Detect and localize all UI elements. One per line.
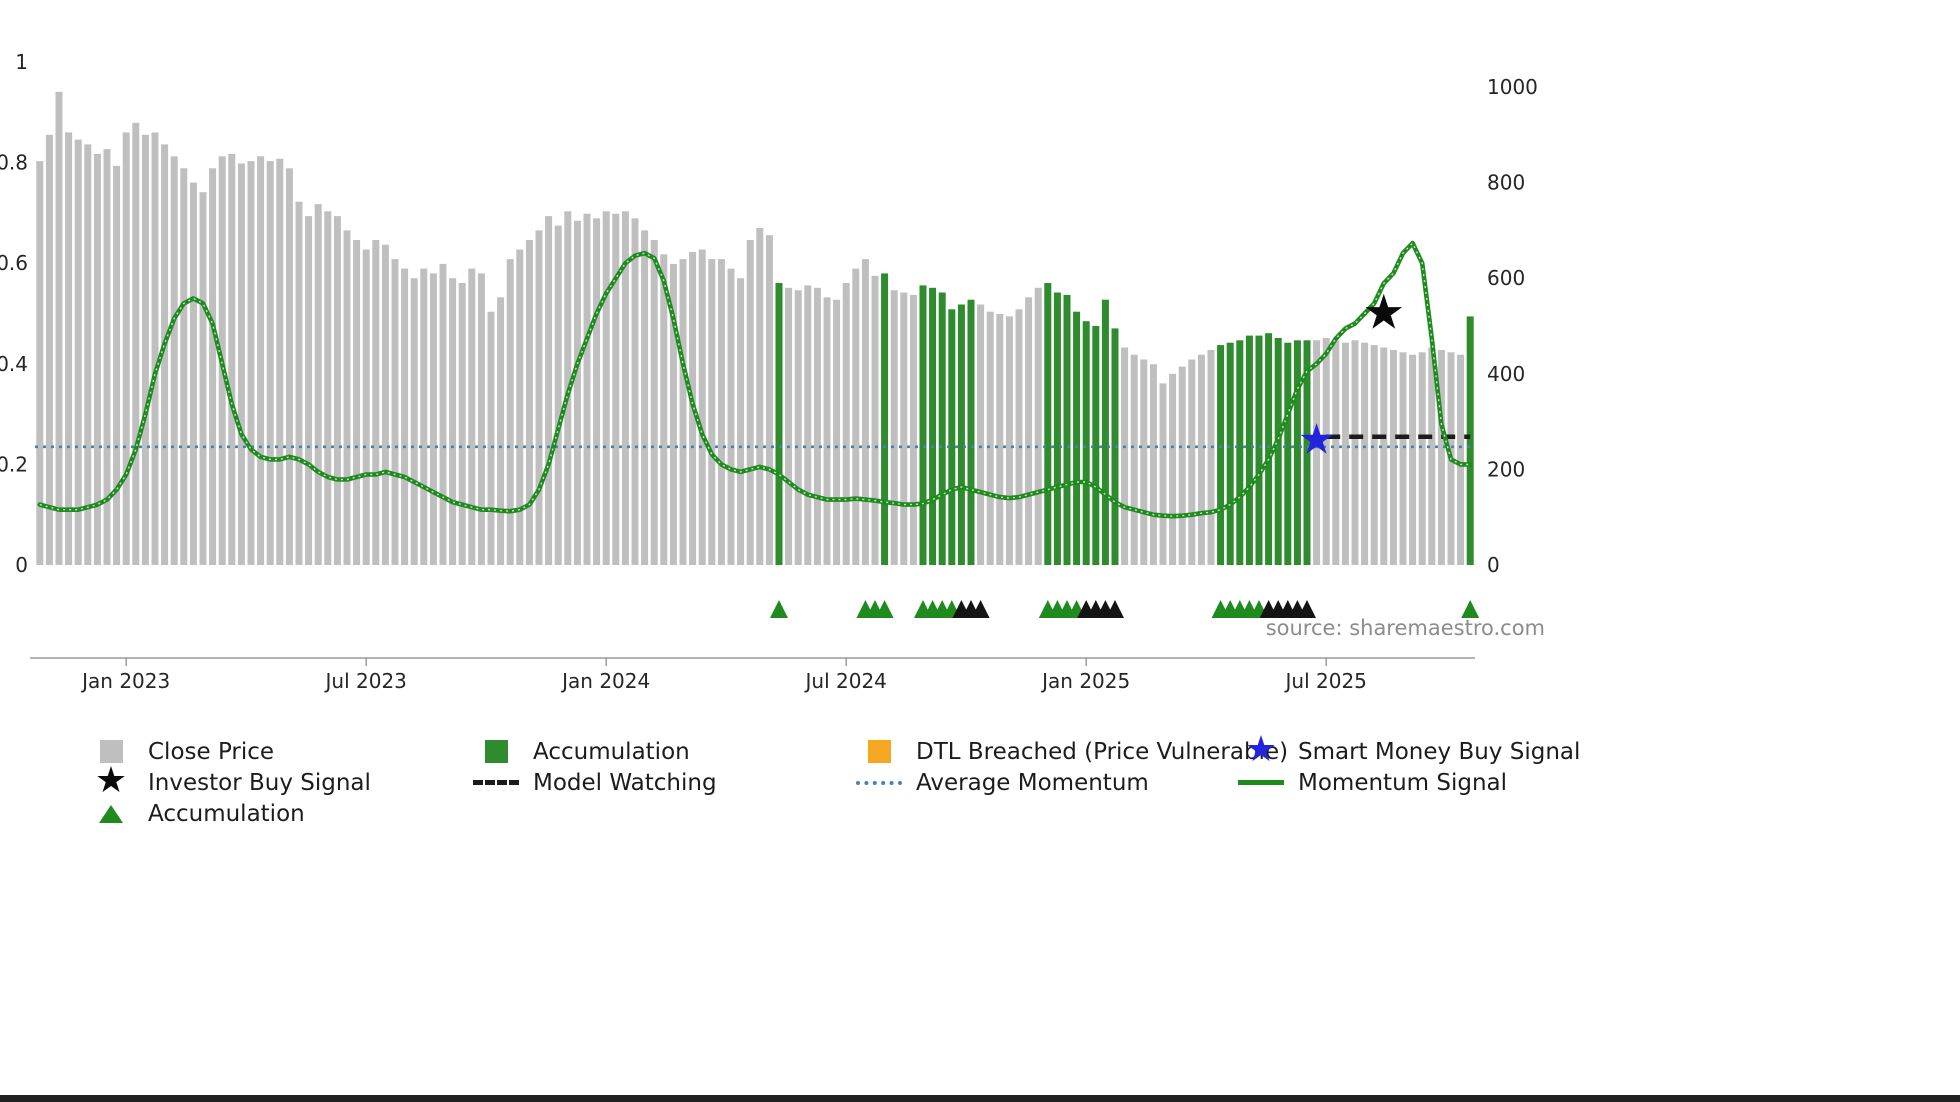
- svg-text:★: ★: [1298, 414, 1336, 463]
- svg-text:★: ★: [1362, 285, 1405, 341]
- svg-text:0: 0: [15, 553, 28, 577]
- legend-label-close-price: Close Price: [148, 738, 275, 765]
- svg-text:200: 200: [1487, 457, 1525, 481]
- investor-buy-star-icon: ★: [94, 759, 128, 801]
- model-watching-dash-icon: [473, 780, 519, 785]
- legend-item-momentum-signal: Momentum Signal: [1238, 767, 1580, 798]
- legend-col-4: ★ Smart Money Buy Signal Momentum Signal: [1238, 731, 1581, 829]
- source-credit: source: sharemaestro.com: [1265, 616, 1545, 640]
- average-momentum-dot-icon: [856, 780, 902, 785]
- legend-label-accumulation-bar: Accumulation: [533, 738, 690, 765]
- legend-item-smart-money: ★ Smart Money Buy Signal: [1238, 731, 1581, 767]
- legend-label-smart-money: Smart Money Buy Signal: [1298, 738, 1581, 765]
- legend-item-average-momentum: Average Momentum: [856, 767, 1238, 798]
- svg-text:Jan 2024: Jan 2024: [560, 669, 650, 693]
- svg-text:0: 0: [1487, 553, 1500, 577]
- svg-text:Jul 2025: Jul 2025: [1284, 669, 1367, 693]
- svg-text:0.2: 0.2: [0, 452, 28, 476]
- svg-text:0.4: 0.4: [0, 352, 28, 376]
- legend-label-investor-buy: Investor Buy Signal: [148, 769, 371, 796]
- svg-text:1000: 1000: [1487, 75, 1538, 99]
- legend-item-accumulation-triangle: Accumulation: [88, 798, 473, 829]
- legend-label-dtl-breached: DTL Breached (Price Vulnerable): [916, 738, 1289, 765]
- svg-text:800: 800: [1487, 171, 1525, 195]
- svg-text:400: 400: [1487, 362, 1525, 386]
- svg-text:Jan 2025: Jan 2025: [1040, 669, 1130, 693]
- legend-label-accumulation-triangle: Accumulation: [148, 800, 305, 827]
- legend-label-model-watching: Model Watching: [533, 769, 717, 796]
- legend-col-1: Close Price ★ Investor Buy Signal Accumu…: [88, 736, 473, 829]
- legend-label-momentum-signal: Momentum Signal: [1298, 769, 1508, 796]
- smart-money-star-icon: ★: [1244, 728, 1278, 770]
- svg-text:0.8: 0.8: [0, 151, 28, 175]
- svg-text:600: 600: [1487, 266, 1525, 290]
- close-price-swatch-icon: [99, 740, 123, 763]
- accumulation-triangle-icon: [99, 804, 123, 823]
- chart-legend: Close Price ★ Investor Buy Signal Accumu…: [88, 731, 1581, 829]
- legend-item-dtl-breached: DTL Breached (Price Vulnerable): [856, 736, 1288, 767]
- legend-col-2: Accumulation Model Watching: [473, 736, 856, 829]
- svg-text:Jul 2023: Jul 2023: [324, 669, 407, 693]
- dtl-breached-swatch-icon: [867, 740, 891, 763]
- legend-label-average-momentum: Average Momentum: [916, 769, 1149, 796]
- svg-text:Jul 2024: Jul 2024: [804, 669, 887, 693]
- svg-text:0.6: 0.6: [0, 251, 28, 275]
- legend-item-investor-buy-signal: ★ Investor Buy Signal: [88, 762, 473, 798]
- legend-col-3: DTL Breached (Price Vulnerable) Average …: [856, 736, 1288, 829]
- legend-item-accumulation-bar: Accumulation: [473, 736, 856, 767]
- legend-item-model-watching: Model Watching: [473, 767, 856, 798]
- accumulation-swatch-icon: [484, 740, 508, 763]
- price-momentum-chart: ★ ★ Jan 2023 Jul 2023 Jan 2024 Jul 2024 Jan 20…: [0, 50, 1538, 693]
- taskbar-edge: [0, 1095, 1960, 1102]
- momentum-signal-line-icon: [1238, 780, 1284, 785]
- svg-text:Jan 2023: Jan 2023: [80, 669, 170, 693]
- svg-text:1: 1: [15, 50, 28, 74]
- legend-item-close-price: Close Price: [88, 736, 473, 767]
